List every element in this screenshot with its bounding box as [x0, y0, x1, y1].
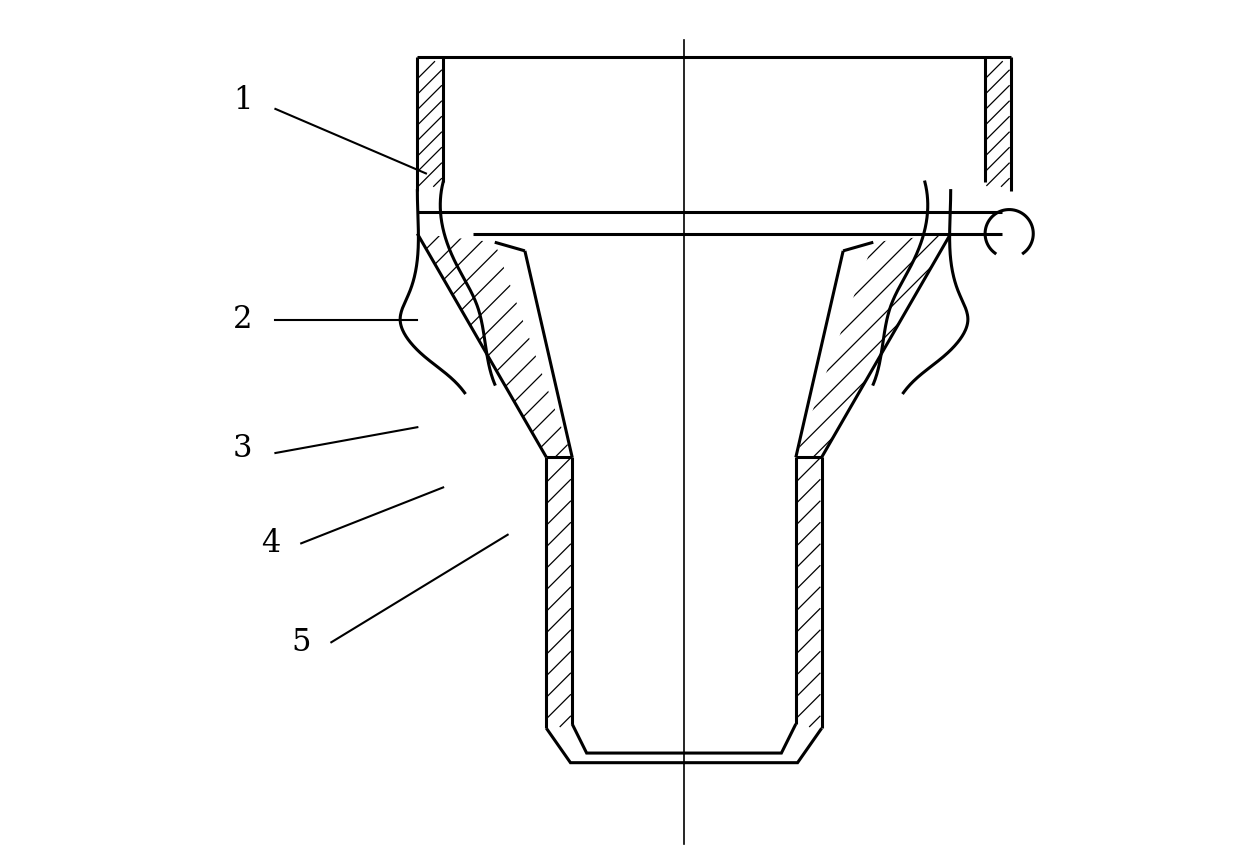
Text: 5: 5: [291, 627, 311, 658]
Text: 3: 3: [233, 433, 253, 464]
Text: 1: 1: [233, 85, 253, 116]
Text: 4: 4: [261, 528, 281, 559]
Text: 2: 2: [233, 304, 253, 335]
